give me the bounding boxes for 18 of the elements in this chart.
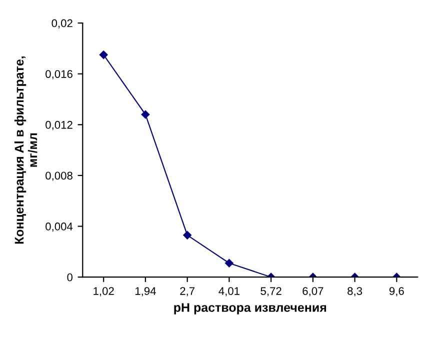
y-axis-title: Концентрация Al в фильтрате, мг/мл bbox=[14, 56, 38, 244]
y-tick-label: 0,012 bbox=[46, 120, 72, 130]
y-tick-label: 0 bbox=[67, 273, 72, 282]
y-tick-label: 0,004 bbox=[46, 222, 73, 232]
x-tick-label: 8,3 bbox=[348, 287, 362, 296]
point bbox=[141, 110, 150, 119]
x-tick-label: 1,02 bbox=[94, 287, 114, 296]
x-tick-label: 1,94 bbox=[135, 287, 156, 296]
x-tick-label: 5,72 bbox=[260, 287, 282, 296]
x-tick-label: 2,7 bbox=[180, 287, 194, 296]
x-axis-title: pH раствора извлечения bbox=[174, 303, 326, 314]
point bbox=[99, 50, 108, 59]
x-tick-label: 6,07 bbox=[302, 287, 324, 296]
y-tick-label: 0,008 bbox=[46, 172, 72, 181]
y-tick-label: 0,02 bbox=[52, 19, 72, 28]
x-tick-label: 9,6 bbox=[389, 287, 404, 296]
x-tick-label: 4,01 bbox=[218, 287, 240, 296]
y-tick-label: 0,016 bbox=[46, 70, 72, 80]
